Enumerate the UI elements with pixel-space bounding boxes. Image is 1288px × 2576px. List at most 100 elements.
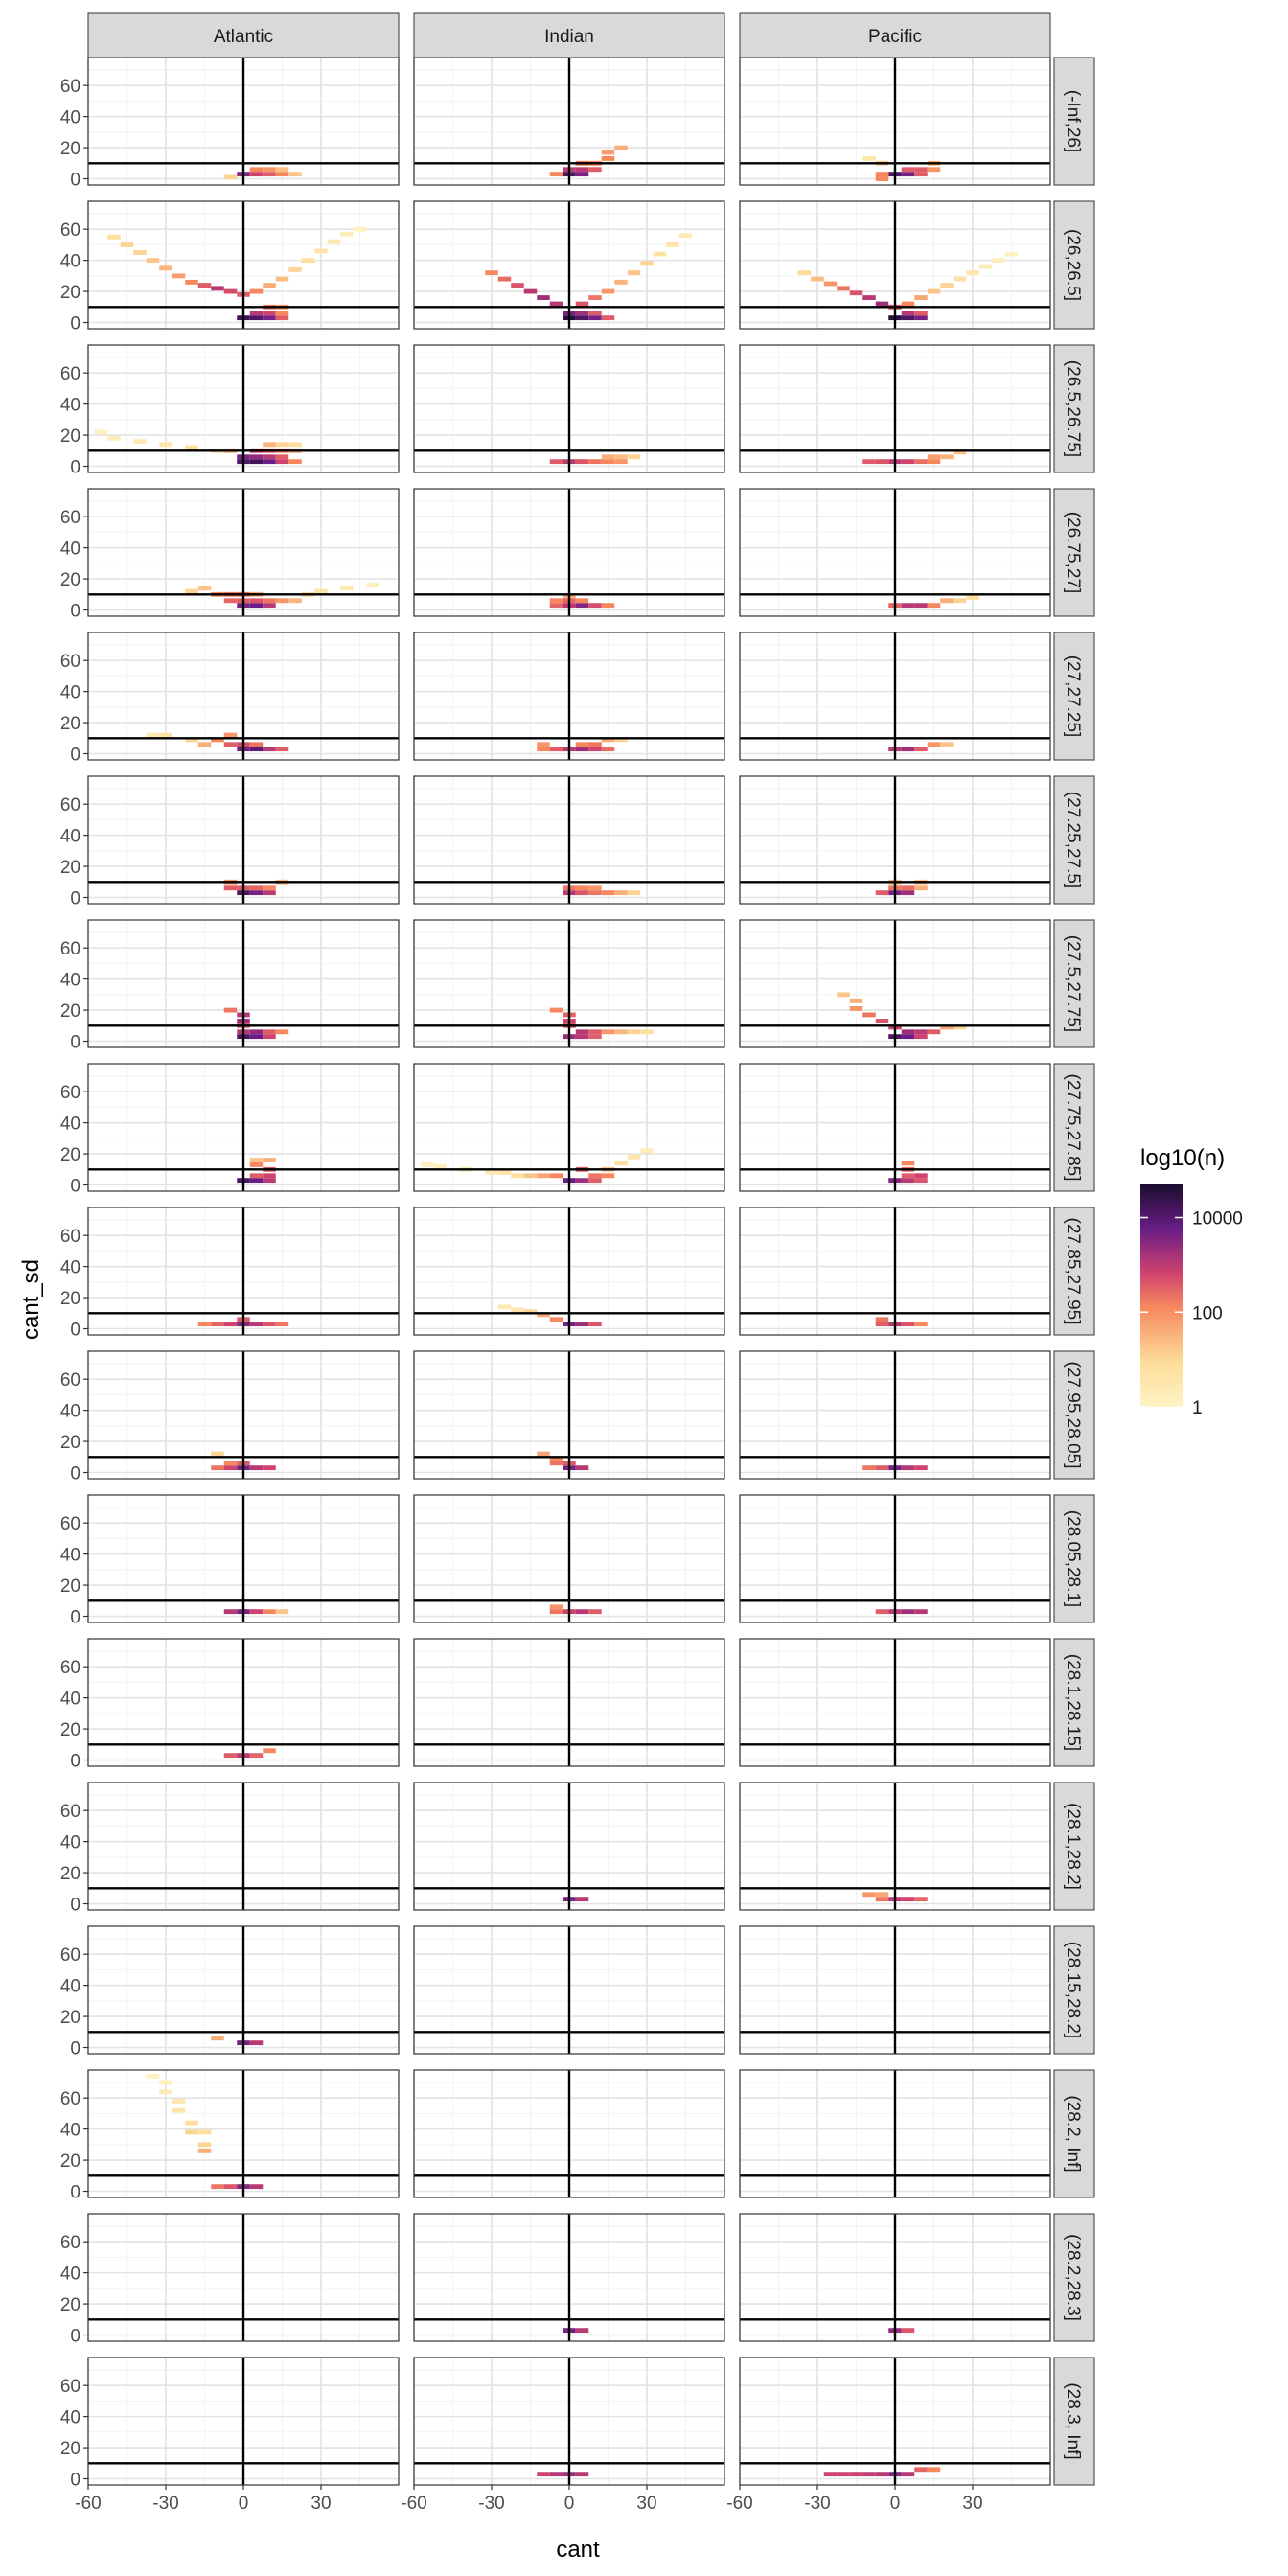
- heatmap-cell: [249, 1322, 264, 1327]
- heatmap-cell: [914, 1609, 928, 1615]
- heatmap-cell: [901, 1173, 915, 1179]
- heatmap-cell: [549, 603, 564, 609]
- heatmap-cell: [940, 742, 954, 748]
- heatmap-cell: [927, 167, 941, 172]
- column-strip-background: [413, 12, 725, 58]
- x-tick-label: -30: [804, 2494, 830, 2514]
- facet-panel: [739, 1782, 1051, 1911]
- row-strip: (28.1,28.2]: [1053, 1782, 1095, 1911]
- heatmap-cell: [249, 1029, 264, 1035]
- panel-border: [413, 2213, 725, 2342]
- y-tick-label: 0: [70, 746, 80, 766]
- heatmap-cell: [588, 295, 602, 300]
- heatmap-cell: [185, 445, 198, 450]
- facet-panel: [87, 1782, 400, 1911]
- heatmap-cell: [837, 286, 850, 291]
- y-tick-label: 0: [70, 314, 80, 334]
- y-tick-label: 40: [60, 396, 80, 416]
- y-tick-label: 40: [60, 1690, 80, 1710]
- heatmap-cell: [837, 2472, 850, 2477]
- panel-border: [413, 1207, 725, 1336]
- heatmap-cell: [940, 454, 954, 460]
- heatmap-cell: [797, 270, 812, 276]
- panel-border: [413, 1782, 725, 1911]
- heatmap-cell: [249, 1465, 264, 1471]
- heatmap-cell: [223, 174, 238, 180]
- facet-panel: [87, 632, 400, 761]
- panel-border: [739, 1350, 1051, 1480]
- row-strip: (27.85,27.95]: [1053, 1207, 1095, 1336]
- panel-border: [87, 1350, 400, 1480]
- facet-panel: [87, 57, 400, 186]
- heatmap-cell: [263, 454, 276, 460]
- legend-tick-label: 10000: [1192, 1209, 1243, 1230]
- y-tick-label: 0: [70, 2471, 80, 2491]
- legend-ticks: 1 100 10000: [1140, 1209, 1243, 1418]
- y-tick-label: 60: [60, 939, 80, 959]
- facet-panel: [87, 1207, 400, 1336]
- heatmap-cell: [914, 1173, 928, 1179]
- heatmap-cell: [678, 233, 693, 239]
- facet-strips: Atlantic Indian Pacific (-Inf,26] (26,26.5] (…: [87, 12, 1095, 2486]
- heatmap-cell: [575, 747, 589, 752]
- panel-border: [739, 775, 1051, 905]
- panel-border: [413, 1350, 725, 1480]
- y-tick-label: 20: [60, 2295, 80, 2315]
- heatmap-cell: [523, 1173, 538, 1179]
- heatmap-cell: [288, 266, 302, 272]
- y-tick-label: 40: [60, 252, 80, 272]
- row-strip-label: (28.1,28.15]: [1063, 1654, 1083, 1751]
- heatmap-cell: [901, 1465, 915, 1471]
- panel-border: [413, 919, 725, 1048]
- heatmap-cell: [549, 1317, 564, 1322]
- heatmap-cell: [275, 310, 289, 316]
- x-axis-title: cant: [556, 2537, 600, 2563]
- heatmap-cell: [185, 588, 198, 594]
- heatmap-cell: [914, 315, 928, 321]
- y-tick-label: 20: [60, 1289, 80, 1309]
- heatmap-cell: [914, 747, 928, 752]
- heatmap-cell: [549, 1609, 564, 1615]
- heatmap-cell: [601, 150, 615, 155]
- y-tick-label: 20: [60, 1720, 80, 1740]
- heatmap-cell: [146, 2074, 160, 2079]
- heatmap-cell: [875, 2472, 889, 2477]
- panel-border: [739, 632, 1051, 761]
- heatmap-cell: [223, 732, 238, 738]
- heatmap-cell: [862, 295, 876, 300]
- heatmap-cell: [953, 1024, 967, 1030]
- heatmap-cell: [837, 992, 850, 998]
- heatmap-cell: [901, 1322, 915, 1327]
- heatmap-cell: [601, 454, 615, 460]
- heatmap-cell: [927, 454, 941, 460]
- column-strip-label: Atlantic: [214, 27, 273, 47]
- heatmap-cell: [249, 598, 264, 604]
- y-tick-label: 0: [70, 171, 80, 191]
- facet-panel: [413, 1350, 725, 1480]
- y-tick-label: 40: [60, 827, 80, 847]
- panel-border: [739, 2069, 1051, 2198]
- heatmap-cell: [614, 1029, 628, 1035]
- heatmap-cell: [340, 231, 354, 237]
- panel-border: [413, 2069, 725, 2198]
- heatmap-cell: [575, 167, 589, 172]
- y-tick-label: 0: [70, 1033, 80, 1053]
- y-tick-label: 40: [60, 540, 80, 560]
- heatmap-cell: [197, 2148, 212, 2153]
- facet-panel: [87, 1638, 400, 1767]
- y-tick-label: 60: [60, 2089, 80, 2109]
- heatmap-cell: [914, 1322, 928, 1327]
- heatmap-cell: [862, 155, 876, 161]
- heatmap-cell: [914, 1465, 928, 1471]
- row-strip-background: [1053, 1494, 1095, 1623]
- row-strip-background: [1053, 1782, 1095, 1911]
- heatmap-cell: [511, 1307, 524, 1313]
- heatmap-cell: [263, 1322, 276, 1327]
- y-tick-label: 0: [70, 602, 80, 622]
- heatmap-cell: [901, 1609, 915, 1615]
- x-tick-label: 0: [890, 2494, 901, 2514]
- heatmap-cell: [485, 1170, 498, 1175]
- facet-panel: [413, 1925, 725, 2055]
- y-tick-label: 20: [60, 1001, 80, 1022]
- heatmap-cell: [614, 454, 628, 460]
